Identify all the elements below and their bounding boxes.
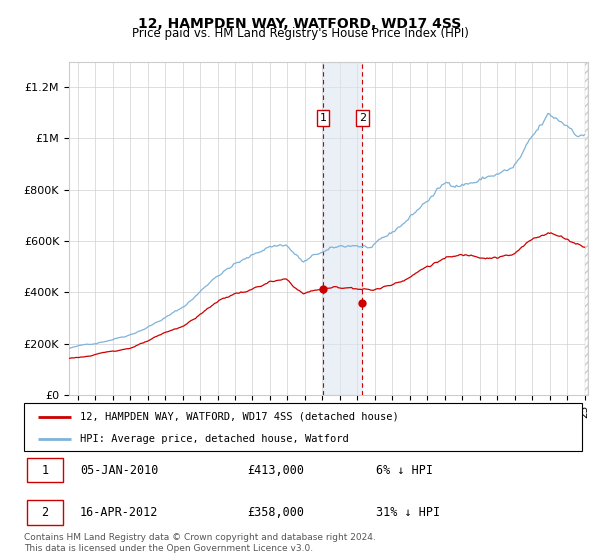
Text: 6% ↓ HPI: 6% ↓ HPI (376, 464, 433, 477)
Text: 12, HAMPDEN WAY, WATFORD, WD17 4SS (detached house): 12, HAMPDEN WAY, WATFORD, WD17 4SS (deta… (80, 412, 398, 422)
Text: 05-JAN-2010: 05-JAN-2010 (80, 464, 158, 477)
Text: 1: 1 (41, 464, 49, 477)
Text: 1: 1 (320, 113, 326, 123)
Bar (323, 62, 362, 395)
Text: £358,000: £358,000 (247, 506, 304, 519)
Text: 12, HAMPDEN WAY, WATFORD, WD17 4SS: 12, HAMPDEN WAY, WATFORD, WD17 4SS (139, 17, 461, 31)
Text: 2: 2 (41, 506, 49, 519)
Text: 31% ↓ HPI: 31% ↓ HPI (376, 506, 440, 519)
FancyBboxPatch shape (27, 501, 63, 525)
FancyBboxPatch shape (24, 403, 582, 451)
Text: Contains HM Land Registry data © Crown copyright and database right 2024.
This d: Contains HM Land Registry data © Crown c… (24, 533, 376, 553)
Text: 2: 2 (359, 113, 366, 123)
Text: Price paid vs. HM Land Registry's House Price Index (HPI): Price paid vs. HM Land Registry's House … (131, 27, 469, 40)
FancyBboxPatch shape (27, 458, 63, 482)
Text: HPI: Average price, detached house, Watford: HPI: Average price, detached house, Watf… (80, 434, 349, 444)
Text: 16-APR-2012: 16-APR-2012 (80, 506, 158, 519)
Text: £413,000: £413,000 (247, 464, 304, 477)
